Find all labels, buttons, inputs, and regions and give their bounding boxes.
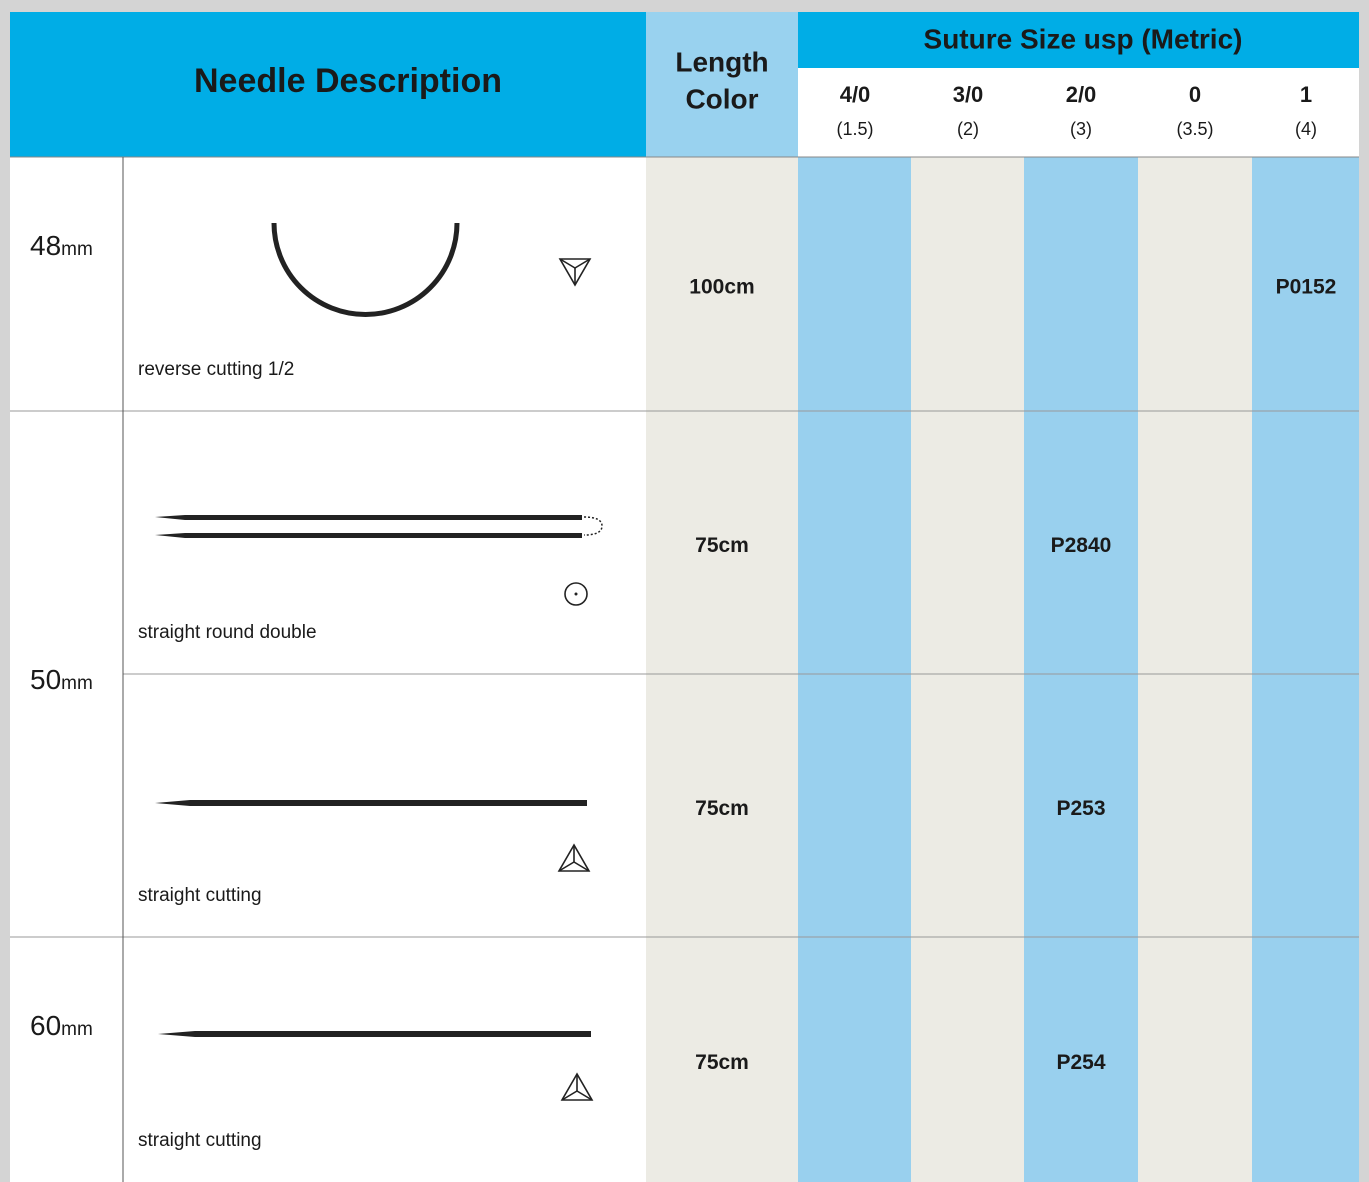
needle-icon [583, 516, 603, 536]
size-usp: 2/0 [1066, 82, 1097, 107]
header-cell [10, 12, 646, 157]
product-code: P253 [1056, 797, 1105, 820]
size-value: 60 [30, 1010, 61, 1041]
size-unit: mm [61, 1019, 93, 1040]
size-column [1138, 157, 1252, 1182]
header-cell [798, 12, 1359, 68]
size-metric: (2) [957, 119, 979, 139]
length: 75cm [695, 534, 749, 557]
size-metric: (4) [1295, 119, 1317, 139]
size-unit: mm [61, 673, 93, 694]
description: straight cutting [138, 1130, 262, 1151]
needle-icon [158, 1031, 591, 1037]
header-title: Needle Description [194, 62, 502, 100]
size-column [1024, 157, 1138, 1182]
needle-icon [155, 515, 582, 538]
size-unit: mm [61, 239, 93, 260]
length: 75cm [695, 1051, 749, 1074]
length: 75cm [695, 797, 749, 820]
cutting-icon [560, 1072, 594, 1101]
header-title: Suture Size usp (Metric) [924, 23, 1243, 54]
size-metric: (1.5) [836, 119, 873, 139]
size-value: 48 [30, 230, 61, 261]
description: straight round double [138, 622, 317, 643]
size-column [798, 157, 911, 1182]
cutting-icon [557, 843, 591, 872]
size-usp: 4/0 [840, 82, 871, 107]
header-title: Length [675, 46, 768, 77]
product-code: P2840 [1051, 534, 1112, 557]
description: reverse cutting 1/2 [138, 359, 294, 380]
size-value: 50 [30, 664, 61, 695]
needle-size: 50mm [30, 664, 93, 695]
needle-size: 48mm [30, 230, 93, 261]
size-metric: (3.5) [1176, 119, 1213, 139]
size-column [1252, 157, 1359, 1182]
description: straight cutting [138, 885, 262, 906]
needle-icon [155, 800, 587, 806]
size-metric: (3) [1070, 119, 1092, 139]
round-icon [564, 582, 588, 606]
size-usp: 1 [1300, 82, 1312, 107]
product-code: P254 [1056, 1051, 1105, 1074]
header-title: Color [685, 83, 758, 114]
size-usp: 3/0 [953, 82, 984, 107]
length-column [646, 157, 798, 1182]
header-cell [646, 12, 798, 157]
length: 100cm [689, 276, 754, 299]
size-column [911, 157, 1024, 1182]
product-code: P0152 [1276, 276, 1337, 299]
cutting-icon [558, 258, 592, 287]
needle-size: 60mm [30, 1010, 93, 1041]
size-usp: 0 [1189, 82, 1201, 107]
needle-icon [271, 222, 460, 317]
